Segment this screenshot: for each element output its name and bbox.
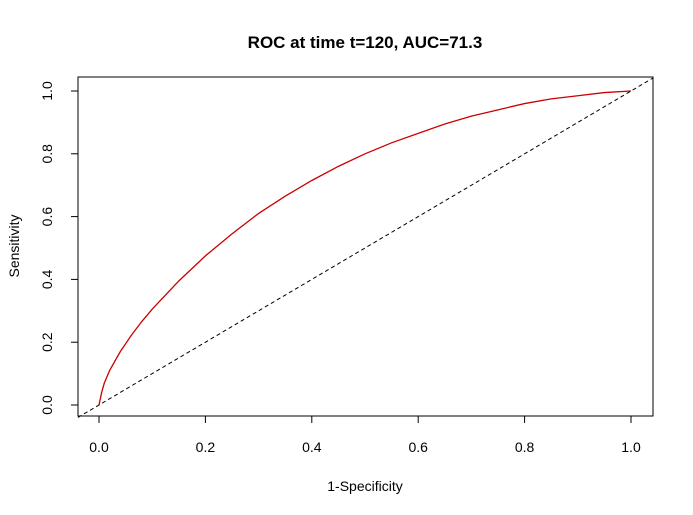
roc-curve-line xyxy=(98,90,632,406)
x-tick-label: 0.2 xyxy=(196,439,216,455)
x-tick-label: 0.4 xyxy=(302,439,322,455)
plot-frame xyxy=(77,76,654,417)
x-tick-label: 0.0 xyxy=(89,439,109,455)
y-tick-label: 0.0 xyxy=(39,395,55,415)
chart-title: ROC at time t=120, AUC=71.3 xyxy=(248,33,483,52)
x-axis: 0.0 0.2 0.4 0.6 0.8 1.0 xyxy=(89,415,641,455)
x-axis-label: 1-Specificity xyxy=(327,478,402,494)
x-tick-label: 0.6 xyxy=(408,439,428,455)
x-tick-label: 1.0 xyxy=(621,439,641,455)
y-tick-label: 0.6 xyxy=(39,207,55,227)
y-tick-label: 0.2 xyxy=(39,332,55,352)
x-tick-label: 0.8 xyxy=(515,439,535,455)
series-layer xyxy=(77,77,654,418)
y-tick-label: 0.8 xyxy=(39,144,55,164)
y-tick-label: 1.0 xyxy=(39,81,55,101)
y-tick-label: 0.4 xyxy=(39,269,55,289)
reference-diagonal-line xyxy=(77,77,654,418)
y-axis-label: Sensitivity xyxy=(6,214,22,277)
y-axis: 0.0 0.2 0.4 0.6 0.8 1.0 xyxy=(39,81,79,415)
